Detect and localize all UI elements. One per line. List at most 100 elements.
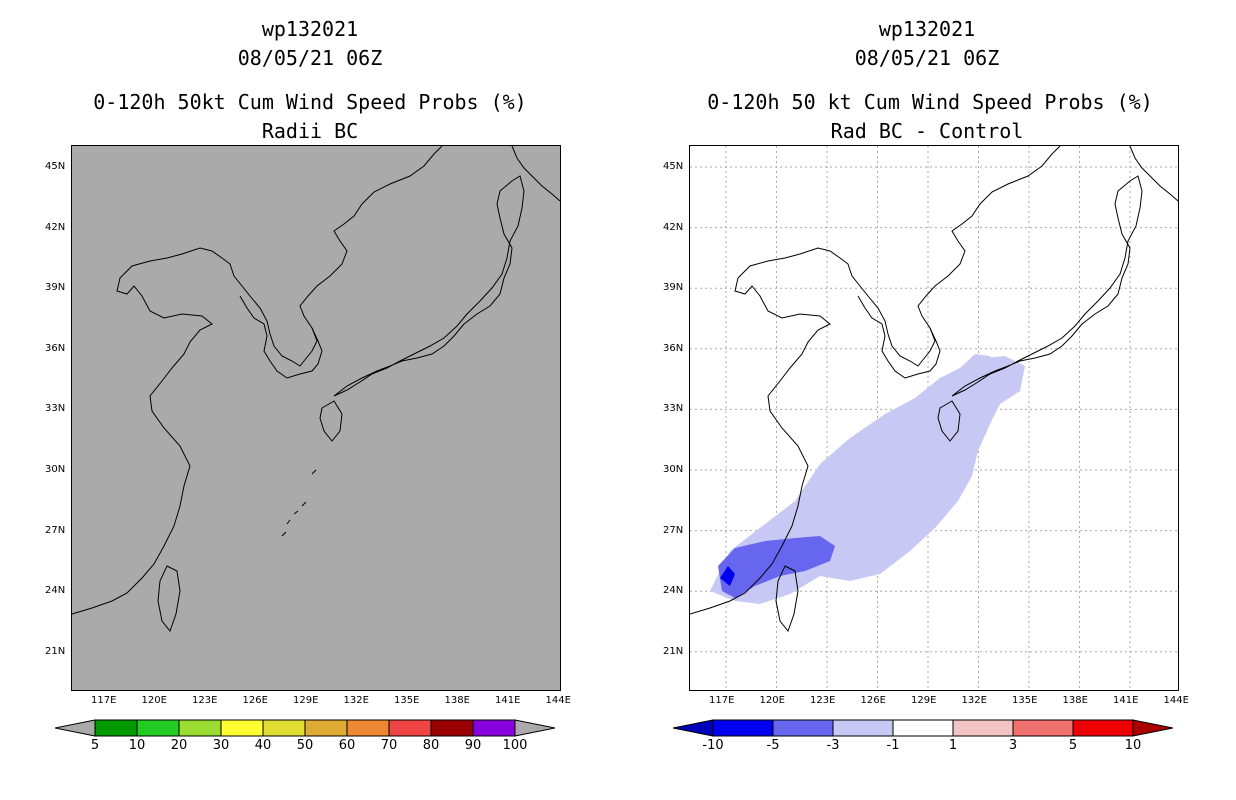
colorbar-segment [892, 719, 954, 737]
right-difference-map [690, 146, 1178, 690]
colorbar-segment [136, 719, 180, 737]
left-lon-label: 123E [192, 695, 218, 706]
right-lon-label: 135E [1012, 695, 1038, 706]
right-map-panel [689, 145, 1179, 691]
colorbar-label: 40 [254, 738, 272, 753]
colorbar-label: 1 [948, 738, 958, 753]
left-subtitle: Radii BC [261, 119, 359, 143]
left-lat-label: 30N [45, 464, 66, 475]
colorbar-left-arrow [55, 719, 96, 737]
coastline-ryukyu [281, 469, 317, 537]
colorbar-segment [472, 719, 516, 737]
left-lon-label: 132E [343, 695, 369, 706]
right-lon-label: 117E [709, 695, 735, 706]
colorbar-segment [712, 719, 774, 737]
coastline-kyushu [319, 400, 343, 442]
right-lon-label: 138E [1062, 695, 1088, 706]
left-lon-label: 141E [495, 695, 521, 706]
right-lon-label: 141E [1113, 695, 1139, 706]
left-lon-label: 120E [141, 695, 167, 706]
colorbar-segment [346, 719, 390, 737]
colorbar-segment [832, 719, 894, 737]
colorbar-segment [178, 719, 222, 737]
right-lon-label: 120E [759, 695, 785, 706]
colorbar-segment [388, 719, 432, 737]
right-lat-label: 45N [663, 161, 684, 172]
right-lat-label: 33N [663, 403, 684, 415]
coastline-korea [239, 295, 323, 379]
colorbar-label: -1 [886, 738, 900, 753]
right-lon-label: 126E [860, 695, 886, 706]
colorbar-segment [94, 719, 138, 737]
coastline-sakhalin [511, 146, 560, 202]
colorbar-segment [1012, 719, 1074, 737]
colorbar-label: 60 [338, 738, 356, 753]
colorbar-left-arrow [673, 719, 714, 737]
coastline-mainland [72, 146, 443, 615]
left-map-panel [71, 145, 561, 691]
right-lon-label: 144E [1163, 695, 1189, 706]
left-lat-label: 33N [45, 403, 66, 415]
colorbar-label: 30 [212, 738, 230, 753]
colorbar-segment [220, 719, 264, 737]
left-datetime: 08/05/21 06Z [237, 46, 383, 70]
left-lat-label: 36N [45, 342, 66, 354]
colorbar-label: 5 [1068, 738, 1078, 753]
colorbar-label: 20 [170, 738, 188, 753]
right-lat-label: 21N [663, 645, 684, 657]
colorbar-segment [1072, 719, 1134, 737]
left-lon-label: 138E [444, 695, 470, 706]
right-subtitle: Rad BC - Control [830, 119, 1024, 143]
left-lat-label: 45N [45, 161, 66, 172]
left-lat-label: 21N [45, 645, 66, 657]
colorbar-right-arrow [514, 719, 555, 737]
colorbar-label: -3 [826, 738, 840, 753]
colorbar-label: -10 [702, 738, 724, 753]
left-storm-id: wp132021 [261, 17, 359, 41]
colorbar-segment [262, 719, 306, 737]
colorbar-label: 10 [128, 738, 146, 753]
left-lon-label: 144E [545, 695, 571, 706]
colorbar-label: 3 [1008, 738, 1018, 753]
colorbar-label: 10 [1124, 738, 1142, 753]
right-lat-label: 39N [663, 282, 684, 294]
left-lat-label: 24N [45, 585, 66, 597]
colorbar-segment [430, 719, 474, 737]
colorbar-label: 90 [464, 738, 482, 753]
shade-minus-1-north [960, 354, 1000, 388]
left-lon-label: 129E [293, 695, 319, 706]
right-lat-label: 24N [663, 585, 684, 597]
colorbar-label: 5 [90, 738, 100, 753]
right-lat-label: 30N [663, 464, 684, 475]
right-lon-label: 132E [961, 695, 987, 706]
left-coastline-map [72, 146, 560, 633]
left-lon-label: 117E [91, 695, 117, 706]
right-colorbar [673, 719, 1173, 737]
left-lon-label: 126E [242, 695, 268, 706]
right-lon-label: 129E [911, 695, 937, 706]
colorbar-label: 50 [296, 738, 314, 753]
colorbar-segment [772, 719, 834, 737]
right-lat-label: 36N [663, 342, 684, 354]
right-coastline [690, 146, 1178, 633]
left-colorbar [55, 719, 555, 737]
coastline-japan [333, 175, 525, 397]
colorbar-segment [304, 719, 348, 737]
right-storm-id: wp132021 [878, 17, 976, 41]
right-lon-label: 123E [810, 695, 836, 706]
left-lat-label: 42N [45, 221, 66, 233]
left-lat-label: 39N [45, 282, 66, 294]
right-lat-label: 27N [663, 524, 684, 536]
colorbar-segment [952, 719, 1014, 737]
colorbar-right-arrow [1132, 719, 1173, 737]
coastline-taiwan [157, 565, 181, 633]
shade-minus-5 [720, 566, 735, 586]
right-datetime: 08/05/21 06Z [854, 46, 1000, 70]
colorbar-label: 70 [380, 738, 398, 753]
right-title: 0-120h 50 kt Cum Wind Speed Probs (%) [707, 90, 1153, 114]
right-lat-label: 42N [663, 221, 684, 233]
difference-shading [710, 354, 1025, 604]
left-lon-label: 135E [394, 695, 420, 706]
colorbar-label: 100 [502, 738, 528, 753]
colorbar-label: -5 [766, 738, 780, 753]
